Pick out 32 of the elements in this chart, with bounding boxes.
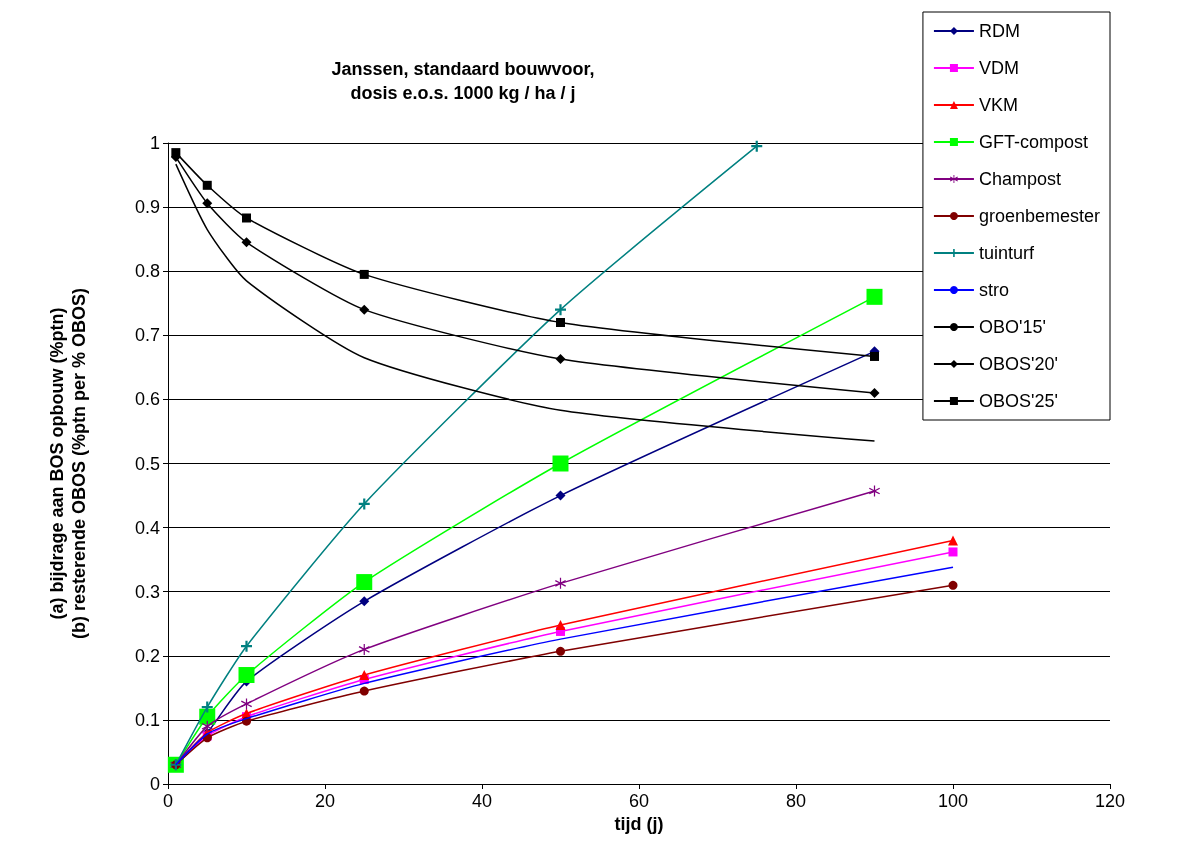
y-axis-title: (a) bijdrage aan BOS opbouw (%ptn) (b) resterende OBOS (%ptn per % OBOS) xyxy=(47,287,89,640)
legend-label: tuinturf xyxy=(978,243,1035,263)
y-tick-label: 0 xyxy=(149,774,160,794)
y-tick-label: 0.1 xyxy=(134,709,160,730)
y-tick-label: 0.7 xyxy=(134,325,160,346)
legend-label: Champost xyxy=(978,169,1061,189)
x-tick-label: 0 xyxy=(162,791,174,811)
x-tick-label: 100 xyxy=(937,791,969,811)
legend-label: RDM xyxy=(978,21,1020,41)
legend-label: OBO'15' xyxy=(978,317,1046,337)
x-axis-title: tijd (j) xyxy=(614,813,664,834)
legend-label: VDM xyxy=(978,58,1019,78)
legend-label: GFT-compost xyxy=(978,132,1088,152)
x-tick-label: 60 xyxy=(628,791,650,811)
y-tick-label: 0.8 xyxy=(134,261,160,282)
y-tick-label: 1 xyxy=(149,133,160,153)
chart-title: Janssen, standaard bouwvoor, dosis e.o.s. 1000 kg / ha / j xyxy=(331,59,595,103)
x-tick-label: 80 xyxy=(785,791,807,811)
x-tick-label: 20 xyxy=(314,791,336,811)
legend-label: groenbemester xyxy=(978,206,1101,226)
y-tick-label: 0.6 xyxy=(134,389,160,410)
y-tick-label: 0.3 xyxy=(134,581,160,602)
x-tick-label: 120 xyxy=(1094,791,1126,811)
y-tick-label: 0.2 xyxy=(134,645,160,666)
legend-label: OBOS'25' xyxy=(978,391,1058,411)
legend-label: VKM xyxy=(978,95,1018,115)
legend-label: stro xyxy=(978,280,1009,300)
y-tick-label: 0.4 xyxy=(134,517,160,538)
y-tick-label: 0.9 xyxy=(134,197,160,218)
y-tick-label: 0.5 xyxy=(134,453,160,474)
x-tick-label: 40 xyxy=(471,791,493,811)
legend-label: OBOS'20' xyxy=(978,354,1058,374)
